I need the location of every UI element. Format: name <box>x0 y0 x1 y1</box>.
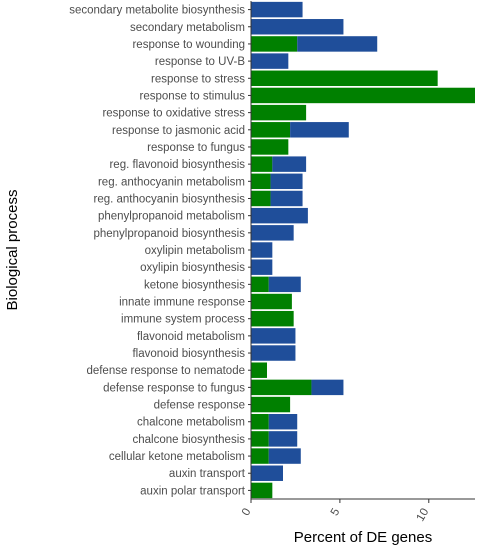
y-tick-label: phenylpropanoid metabolism <box>98 211 245 223</box>
bar-segment <box>297 36 378 52</box>
y-tick-label: oxylipin biosynthesis <box>140 262 245 274</box>
bar-segment <box>251 328 296 344</box>
bar-segment <box>268 431 298 447</box>
bar-segment <box>251 362 267 378</box>
y-tick-label: reg. anthocyanin biosynthesis <box>93 193 245 205</box>
bar-segment <box>251 36 298 52</box>
bars-group <box>251 1 475 499</box>
y-tick-label: auxin polar transport <box>140 485 246 497</box>
bar-segment <box>251 448 269 464</box>
y-tick-label: chalcone biosynthesis <box>132 434 245 446</box>
bar-segment <box>251 396 291 413</box>
bar-segment <box>251 104 307 121</box>
y-tick-label: flavonoid biosynthesis <box>132 348 245 360</box>
bar-segment <box>251 156 273 172</box>
y-tick-label: secondary metabolism <box>130 22 245 34</box>
bar-segment <box>251 207 308 224</box>
y-tick-label: oxylipin metabolism <box>145 245 245 257</box>
y-tick-label: cellular ketone metabolism <box>109 451 245 463</box>
bar-segment <box>251 345 296 361</box>
bar-segment <box>270 173 303 190</box>
y-tick-label: defense response to nematode <box>86 365 245 377</box>
bar-segment <box>251 242 273 258</box>
bar-segment <box>268 413 298 430</box>
bar-segment <box>251 413 269 430</box>
y-tick-label: response to wounding <box>132 39 245 51</box>
y-tick-label: flavonoid metabolism <box>137 331 245 343</box>
y-tick-label: response to stimulus <box>140 90 246 102</box>
x-tick-marks <box>250 499 430 503</box>
x-tick-label: 0 <box>240 507 254 519</box>
bar-segment <box>251 482 273 499</box>
y-tick-label: response to fungus <box>147 142 245 154</box>
bar-segment <box>251 19 344 35</box>
y-tick-label: reg. flavonoid biosynthesis <box>109 159 245 171</box>
bar-segment <box>251 259 273 275</box>
x-tick-label: 5 <box>329 507 343 519</box>
bar-segment <box>268 276 301 293</box>
y-tick-label: response to UV-B <box>155 56 245 68</box>
y-tick-label: ketone biosynthesis <box>144 279 245 291</box>
y-axis-title: Biological process <box>4 190 21 311</box>
y-tick-label: immune system process <box>121 314 245 326</box>
y-tick-label: innate immune response <box>119 297 245 309</box>
bar-segment <box>268 448 301 464</box>
y-tick-label: defense response to fungus <box>103 382 245 394</box>
y-tick-label: defense response <box>154 400 245 412</box>
bar-segment <box>251 431 269 447</box>
y-tick-label: response to stress <box>151 73 245 85</box>
bar-segment <box>251 70 438 87</box>
x-tick-labels: 0 5 10 <box>240 507 431 524</box>
bar-segment <box>251 1 303 18</box>
bar-segment <box>251 379 312 396</box>
y-tick-label: response to oxidative stress <box>102 108 245 120</box>
bar-segment <box>272 156 307 172</box>
bar-segment <box>251 276 269 293</box>
bar-segment <box>251 87 475 104</box>
y-tick-label: reg. anthocyanin metabolism <box>98 176 245 188</box>
bar-segment <box>251 310 294 327</box>
bar-segment <box>270 190 303 207</box>
x-tick-label: 10 <box>415 507 432 524</box>
bar-segment <box>251 225 294 241</box>
bar-segment <box>251 122 291 138</box>
bar-segment <box>290 122 349 138</box>
bar-segment <box>251 53 289 69</box>
y-tick-label: secondary metabolite biosynthesis <box>69 5 245 17</box>
bar-segment <box>251 465 283 481</box>
y-tick-label: phenylpropanoid biosynthesis <box>93 228 245 240</box>
bar-segment <box>251 190 271 207</box>
bar-segment <box>311 379 344 396</box>
bar-segment <box>251 173 271 190</box>
y-tick-label: chalcone metabolism <box>137 417 245 429</box>
y-tick-labels: secondary metabolite biosynthesis seconda… <box>69 5 246 498</box>
bar-segment <box>251 293 292 310</box>
x-axis-title: Percent of DE genes <box>294 529 432 546</box>
bar-segment <box>251 139 289 155</box>
y-tick-label: response to jasmonic acid <box>112 125 245 137</box>
y-tick-label: auxin transport <box>169 468 246 480</box>
